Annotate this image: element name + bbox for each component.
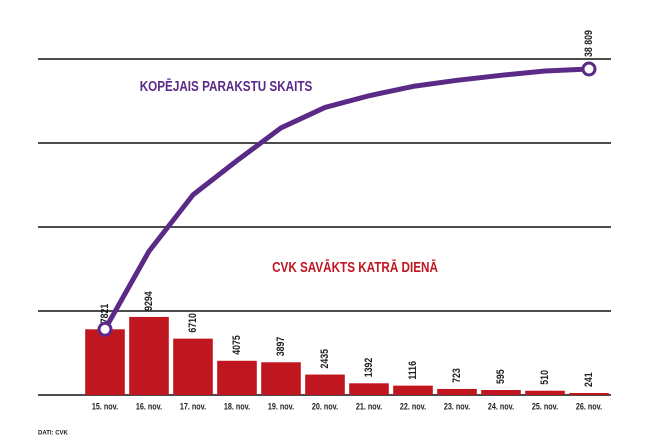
x-tick-label: 21. nov. bbox=[356, 402, 382, 412]
x-tick-label: 20. nov. bbox=[312, 402, 338, 412]
bar bbox=[173, 338, 213, 395]
bar bbox=[437, 388, 477, 395]
bar bbox=[525, 390, 565, 395]
x-tick-label: 16. nov. bbox=[136, 402, 162, 412]
bar-label: 1116 bbox=[407, 361, 419, 380]
bar-label: 241 bbox=[583, 372, 595, 387]
bar bbox=[261, 362, 301, 395]
bar-label: 9294 bbox=[143, 291, 155, 311]
bar-label: 1392 bbox=[363, 357, 375, 377]
bar bbox=[569, 392, 609, 395]
x-tick-label: 15. nov. bbox=[92, 402, 118, 412]
x-tick-label: 18. nov. bbox=[224, 402, 250, 412]
bar-label: 723 bbox=[451, 368, 463, 383]
bar-label: 595 bbox=[495, 369, 507, 384]
x-tick-label: 25. nov. bbox=[532, 402, 558, 412]
bar-label: 3897 bbox=[275, 336, 287, 356]
x-tick-label: 19. nov. bbox=[268, 402, 294, 412]
bar bbox=[349, 383, 389, 395]
bar-label: 4075 bbox=[231, 335, 243, 355]
bar-title: CVK SAVĀKTS KATRĀ DIENĀ bbox=[272, 259, 438, 276]
x-tick-label: 23. nov. bbox=[444, 402, 470, 412]
x-tick-label: 22. nov. bbox=[400, 402, 426, 412]
line-title: KOPĒJAIS PARAKSTU SKAITS bbox=[140, 78, 313, 95]
source: DATI: CVK bbox=[38, 431, 69, 437]
line bbox=[102, 66, 590, 331]
bar bbox=[481, 390, 521, 395]
bar-label: 510 bbox=[539, 370, 551, 385]
line-marker bbox=[581, 61, 597, 77]
x-tick-label: 17. nov. bbox=[180, 402, 206, 412]
bar bbox=[393, 385, 433, 395]
bar bbox=[129, 316, 169, 395]
bar-label: 6710 bbox=[187, 313, 199, 333]
x-tick-label: 26. nov. bbox=[576, 402, 602, 412]
line-marker bbox=[97, 321, 113, 337]
bar bbox=[217, 360, 257, 395]
bar bbox=[305, 374, 345, 395]
bar-label: 2435 bbox=[319, 349, 331, 369]
bar-label: 7821 bbox=[99, 303, 111, 323]
x-tick-label: 24. nov. bbox=[488, 402, 514, 412]
line-value-label: 38 809 bbox=[583, 30, 595, 57]
bar bbox=[85, 329, 125, 395]
